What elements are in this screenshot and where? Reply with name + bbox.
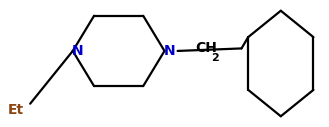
Text: N: N <box>164 44 175 58</box>
Text: N: N <box>72 44 84 58</box>
Text: 2: 2 <box>211 53 219 64</box>
Text: CH: CH <box>196 41 217 55</box>
Text: Et: Et <box>7 103 23 117</box>
